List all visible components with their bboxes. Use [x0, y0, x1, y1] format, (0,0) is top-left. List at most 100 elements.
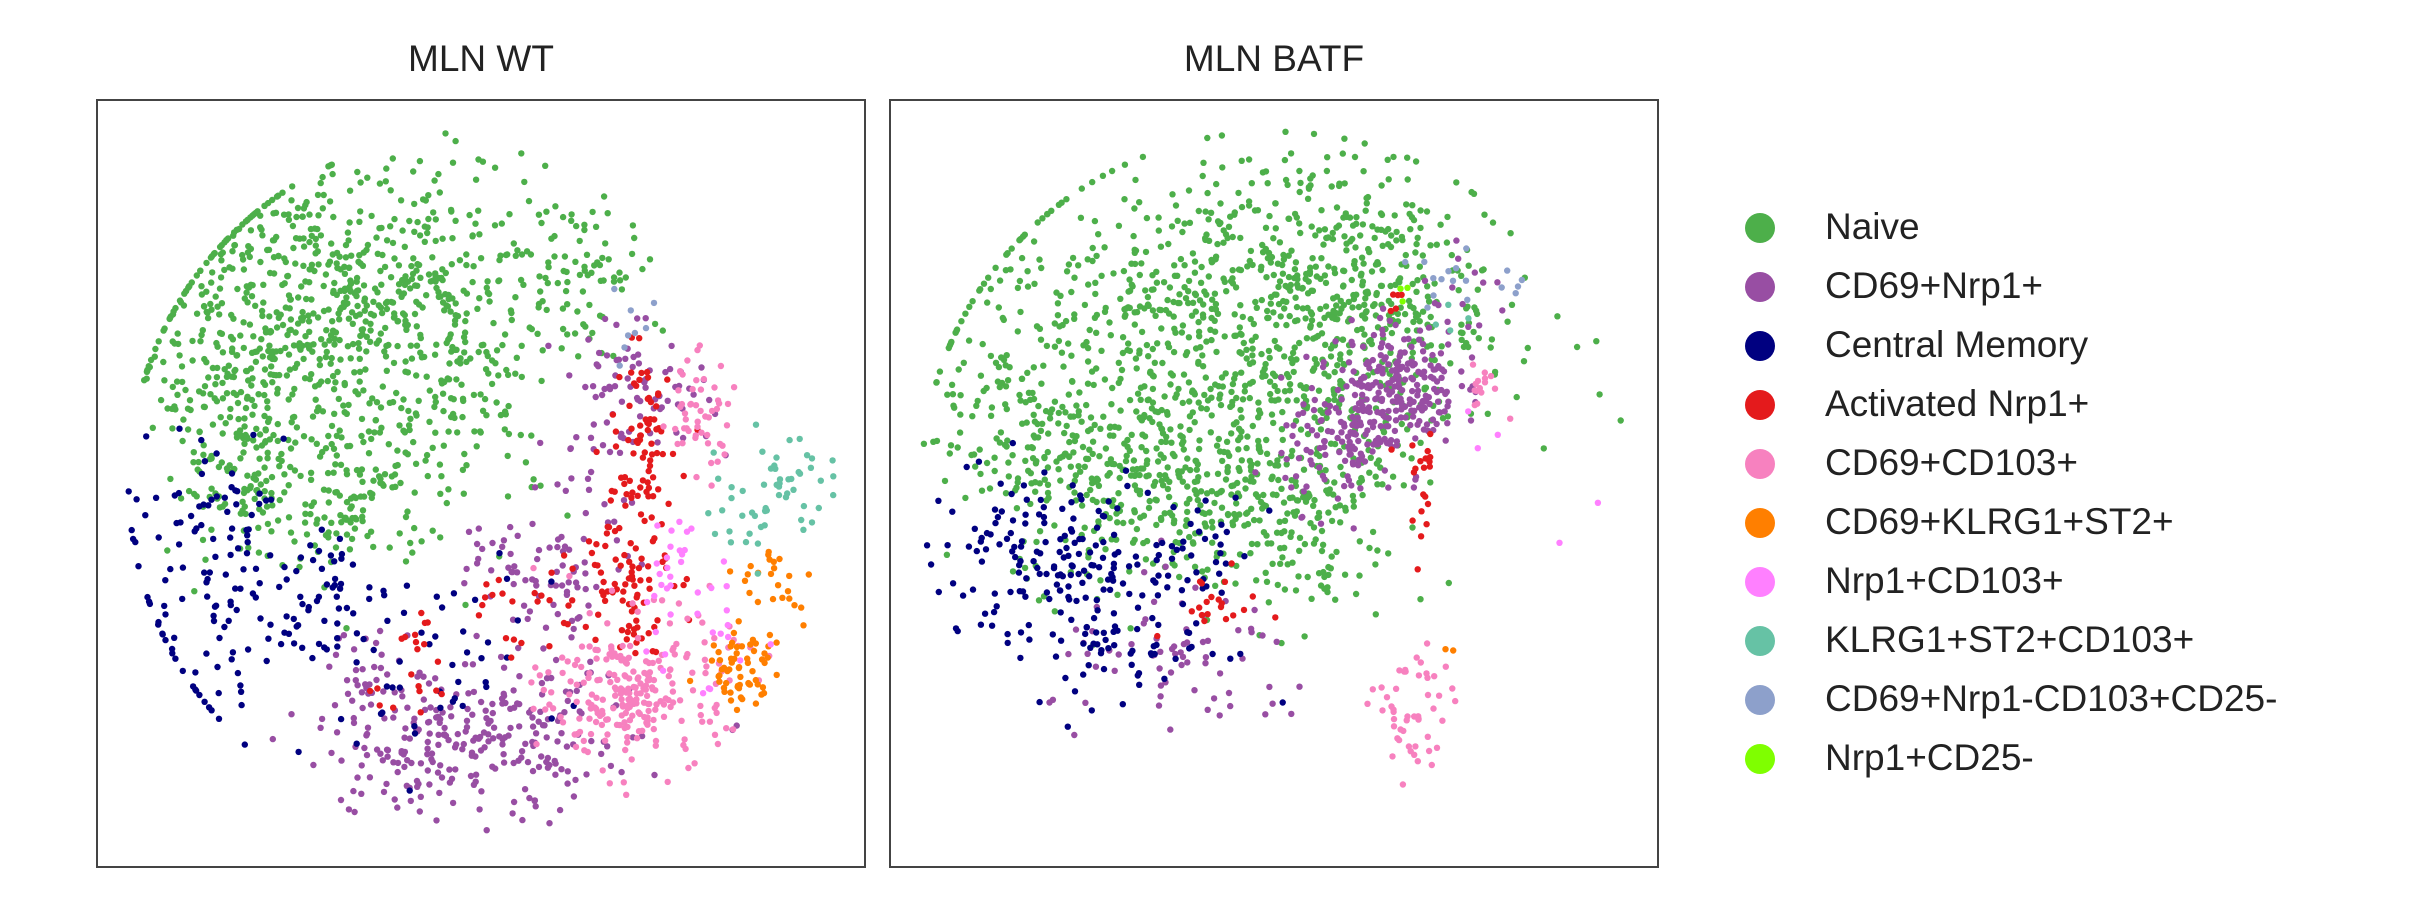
data-point [625, 436, 632, 444]
data-point [501, 408, 509, 415]
data-point [483, 284, 490, 291]
data-point [167, 565, 174, 573]
data-point [1169, 372, 1176, 379]
data-point [303, 531, 311, 538]
data-point [723, 725, 730, 732]
data-point [206, 569, 213, 576]
data-point [1349, 459, 1357, 466]
data-point [275, 252, 282, 260]
data-point [601, 385, 608, 393]
data-point [599, 767, 606, 774]
data-point [175, 489, 183, 497]
data-point [782, 494, 790, 501]
data-point [1087, 486, 1094, 494]
data-point [473, 540, 481, 548]
data-point [1388, 446, 1395, 453]
data-point [1289, 432, 1296, 440]
data-point [626, 717, 634, 724]
data-point [309, 654, 316, 662]
data-point [685, 764, 692, 772]
data-point [237, 332, 244, 339]
data-point [1417, 458, 1424, 465]
data-point [1199, 568, 1206, 575]
data-point [436, 789, 443, 797]
data-point [1187, 520, 1194, 528]
data-point [209, 269, 216, 276]
data-point [1076, 389, 1083, 396]
data-point [416, 232, 424, 239]
data-point [219, 379, 226, 387]
data-point [765, 548, 772, 556]
data-point [1181, 220, 1188, 227]
data-point [197, 267, 204, 274]
data-point [1186, 219, 1194, 226]
data-point [1422, 392, 1429, 399]
data-point [654, 391, 662, 399]
data-point [1008, 490, 1015, 498]
data-point [445, 486, 452, 493]
data-point [650, 676, 658, 684]
data-point [582, 623, 589, 631]
data-point [1055, 466, 1062, 473]
data-point [354, 302, 361, 310]
data-point [1088, 707, 1095, 714]
data-point [378, 651, 385, 658]
data-point [261, 391, 268, 399]
data-point [483, 348, 490, 356]
data-point [241, 295, 248, 302]
data-point [587, 730, 595, 738]
data-point [285, 216, 293, 223]
data-point [586, 715, 593, 722]
data-point [329, 372, 337, 380]
data-point [465, 528, 473, 535]
data-point [327, 552, 335, 559]
data-point [490, 735, 497, 742]
data-point [415, 261, 423, 269]
data-point [982, 546, 990, 553]
data-point [1310, 130, 1318, 138]
data-point [979, 340, 986, 348]
data-point [598, 750, 605, 758]
data-point [1235, 627, 1242, 634]
data-point [1409, 517, 1416, 524]
data-point [1023, 496, 1030, 503]
data-point [1199, 311, 1207, 318]
data-point [1356, 572, 1363, 579]
data-point [996, 439, 1004, 446]
data-point [1343, 383, 1350, 390]
data-point [143, 375, 150, 382]
data-point [634, 492, 641, 499]
data-point [1427, 479, 1434, 486]
data-point [425, 192, 432, 199]
data-point [317, 232, 325, 239]
data-point [440, 442, 447, 449]
data-point [663, 554, 671, 561]
data-point [1201, 535, 1209, 543]
data-point [1374, 408, 1381, 416]
data-point [1242, 476, 1249, 483]
data-point [457, 360, 464, 367]
data-point [1238, 157, 1245, 164]
data-point [636, 413, 644, 420]
data-point [1349, 304, 1356, 311]
data-point [1332, 504, 1339, 511]
data-point [493, 347, 501, 354]
data-point [243, 526, 250, 534]
data-point [1051, 320, 1058, 327]
data-point [644, 426, 651, 434]
data-point [337, 461, 345, 468]
data-point [463, 358, 470, 366]
data-point [1358, 477, 1366, 484]
data-point [1247, 463, 1254, 471]
data-point [760, 481, 768, 488]
data-point [279, 321, 287, 329]
data-point [1167, 426, 1174, 433]
data-point [1337, 519, 1344, 526]
data-point [411, 489, 418, 496]
data-point [1035, 402, 1042, 410]
data-point [1229, 398, 1236, 406]
data-point [499, 590, 506, 597]
data-point [1408, 343, 1415, 350]
data-point [727, 655, 735, 662]
data-point [1060, 554, 1067, 561]
